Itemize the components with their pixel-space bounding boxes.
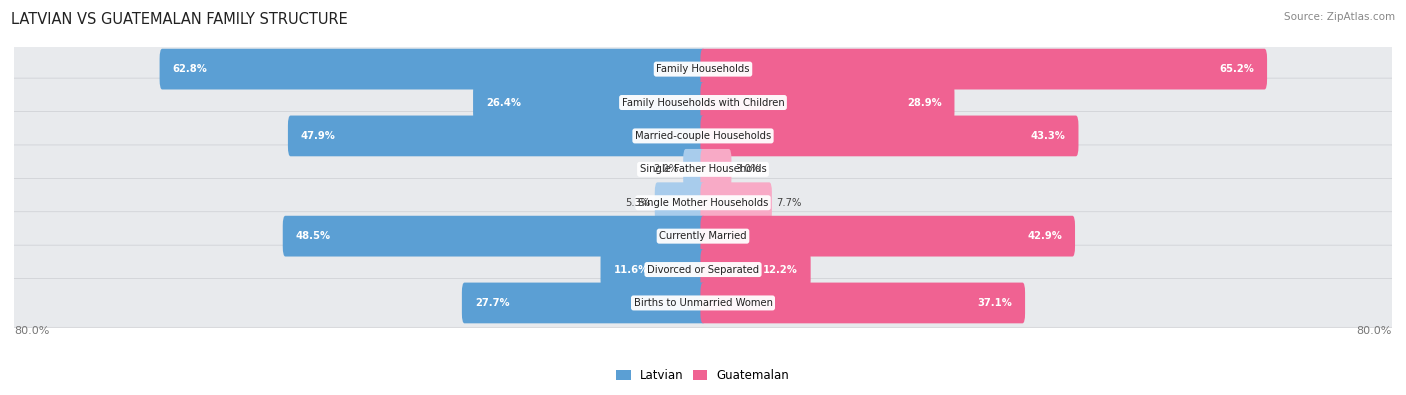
FancyBboxPatch shape <box>683 149 706 190</box>
FancyBboxPatch shape <box>472 82 706 123</box>
FancyBboxPatch shape <box>600 249 706 290</box>
Text: Married-couple Households: Married-couple Households <box>636 131 770 141</box>
FancyBboxPatch shape <box>11 145 1395 194</box>
Text: 7.7%: 7.7% <box>776 198 801 208</box>
FancyBboxPatch shape <box>160 49 706 90</box>
FancyBboxPatch shape <box>11 179 1395 227</box>
Text: Single Mother Households: Single Mother Households <box>638 198 768 208</box>
FancyBboxPatch shape <box>700 282 1025 324</box>
Text: Currently Married: Currently Married <box>659 231 747 241</box>
Text: Single Father Households: Single Father Households <box>640 164 766 174</box>
FancyBboxPatch shape <box>700 49 1267 90</box>
FancyBboxPatch shape <box>700 116 1078 156</box>
Text: Source: ZipAtlas.com: Source: ZipAtlas.com <box>1284 12 1395 22</box>
Text: 47.9%: 47.9% <box>301 131 336 141</box>
Text: Births to Unmarried Women: Births to Unmarried Women <box>634 298 772 308</box>
Text: 65.2%: 65.2% <box>1219 64 1254 74</box>
Text: 62.8%: 62.8% <box>173 64 208 74</box>
FancyBboxPatch shape <box>11 278 1395 327</box>
Text: 80.0%: 80.0% <box>14 326 49 337</box>
Text: 28.9%: 28.9% <box>907 98 942 107</box>
FancyBboxPatch shape <box>11 78 1395 127</box>
Text: 11.6%: 11.6% <box>613 265 648 275</box>
FancyBboxPatch shape <box>11 212 1395 261</box>
Text: 48.5%: 48.5% <box>295 231 330 241</box>
FancyBboxPatch shape <box>283 216 706 256</box>
FancyBboxPatch shape <box>655 182 706 223</box>
Legend: Latvian, Guatemalan: Latvian, Guatemalan <box>612 364 794 386</box>
Text: Family Households with Children: Family Households with Children <box>621 98 785 107</box>
Text: 5.3%: 5.3% <box>626 198 651 208</box>
Text: Divorced or Separated: Divorced or Separated <box>647 265 759 275</box>
Text: 26.4%: 26.4% <box>486 98 522 107</box>
FancyBboxPatch shape <box>700 182 772 223</box>
FancyBboxPatch shape <box>288 116 706 156</box>
Text: 43.3%: 43.3% <box>1031 131 1066 141</box>
Text: 42.9%: 42.9% <box>1028 231 1062 241</box>
FancyBboxPatch shape <box>461 282 706 324</box>
Text: 3.0%: 3.0% <box>735 164 761 174</box>
Text: 12.2%: 12.2% <box>763 265 797 275</box>
FancyBboxPatch shape <box>11 111 1395 160</box>
FancyBboxPatch shape <box>700 249 811 290</box>
FancyBboxPatch shape <box>11 45 1395 94</box>
Text: LATVIAN VS GUATEMALAN FAMILY STRUCTURE: LATVIAN VS GUATEMALAN FAMILY STRUCTURE <box>11 12 349 27</box>
FancyBboxPatch shape <box>700 149 731 190</box>
FancyBboxPatch shape <box>11 245 1395 294</box>
Text: 37.1%: 37.1% <box>977 298 1012 308</box>
FancyBboxPatch shape <box>700 82 955 123</box>
Text: 27.7%: 27.7% <box>475 298 509 308</box>
Text: Family Households: Family Households <box>657 64 749 74</box>
Text: 80.0%: 80.0% <box>1357 326 1392 337</box>
FancyBboxPatch shape <box>700 216 1076 256</box>
Text: 2.0%: 2.0% <box>654 164 679 174</box>
